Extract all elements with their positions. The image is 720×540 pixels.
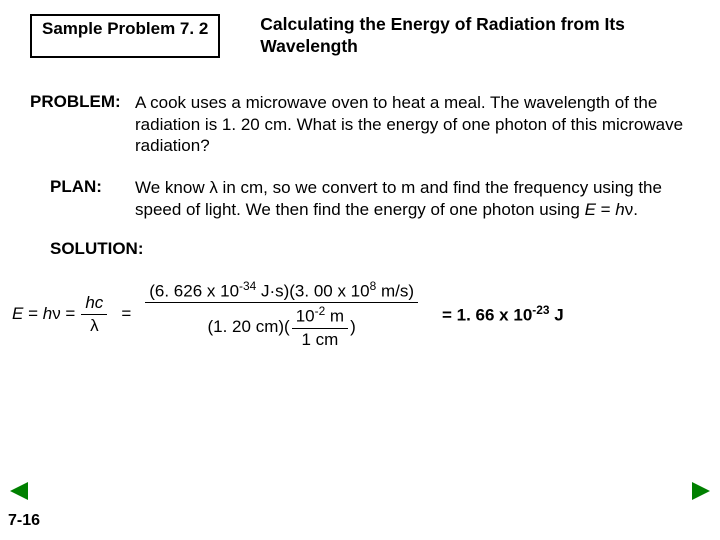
plan-period: . [633,200,638,219]
eq-lhs: E = hν = [12,304,75,324]
eq-E: E [12,304,23,323]
res-open: = 1. 66 x 10 [442,305,532,324]
conv-den: 1 cm [301,329,338,350]
solution-label: SOLUTION: [0,221,720,259]
fraction-main: (6. 626 x 10-34 J·s)(3. 00 x 108 m/s) (1… [145,279,418,350]
conv-exp: -2 [315,304,326,318]
plan-E: E [585,200,596,219]
page-number: 7-16 [8,512,40,530]
res-exp: -23 [532,303,549,317]
num-mid: J·s)(3. 00 x 10 [256,281,369,300]
plan-eq: = [596,200,615,219]
title-line1: Calculating the Energy of Radiation from… [260,14,625,34]
title-line2: Wavelength [260,36,358,56]
eq-sign-2: = [121,304,131,324]
denominator: (1. 20 cm)( 10-2 m 1 cm ) [208,303,356,350]
conv-unit: m [325,307,344,326]
plan-h: h [615,200,624,219]
equation-row: E = hν = hc λ = (6. 626 x 10-34 J·s)(3. … [0,259,720,350]
fraction-hc-lambda: hc λ [81,293,107,336]
num-open: (6. 626 x 10 [149,281,239,300]
eq-hc: hc [85,293,103,312]
problem-label: PROBLEM: [30,92,135,157]
conv-num: 10 [296,307,315,326]
eq-h: h [43,304,52,323]
numerator: (6. 626 x 10-34 J·s)(3. 00 x 108 m/s) [145,279,418,304]
res-close: J [549,305,563,324]
plan-text: We know λ in cm, so we convert to m and … [135,177,690,221]
plan-pre: We know [135,178,209,197]
prev-arrow-icon[interactable] [10,482,28,500]
num-close: m/s) [376,281,414,300]
num-exp1: -34 [239,279,256,293]
next-arrow-icon[interactable] [692,482,710,500]
page-title: Calculating the Energy of Radiation from… [260,14,625,58]
den-close: ) [350,317,356,337]
sample-problem-box: Sample Problem 7. 2 [30,14,220,58]
den-open: (1. 20 cm)( [208,317,290,337]
eq-lambda: λ [90,315,99,336]
eq-nu: ν [52,304,61,323]
plan-label: PLAN: [50,177,135,221]
plan-nu: ν [625,200,634,219]
lambda-symbol: λ [209,178,218,197]
problem-text: A cook uses a microwave oven to heat a m… [135,92,690,157]
result: = 1. 66 x 10-23 J [442,303,564,326]
